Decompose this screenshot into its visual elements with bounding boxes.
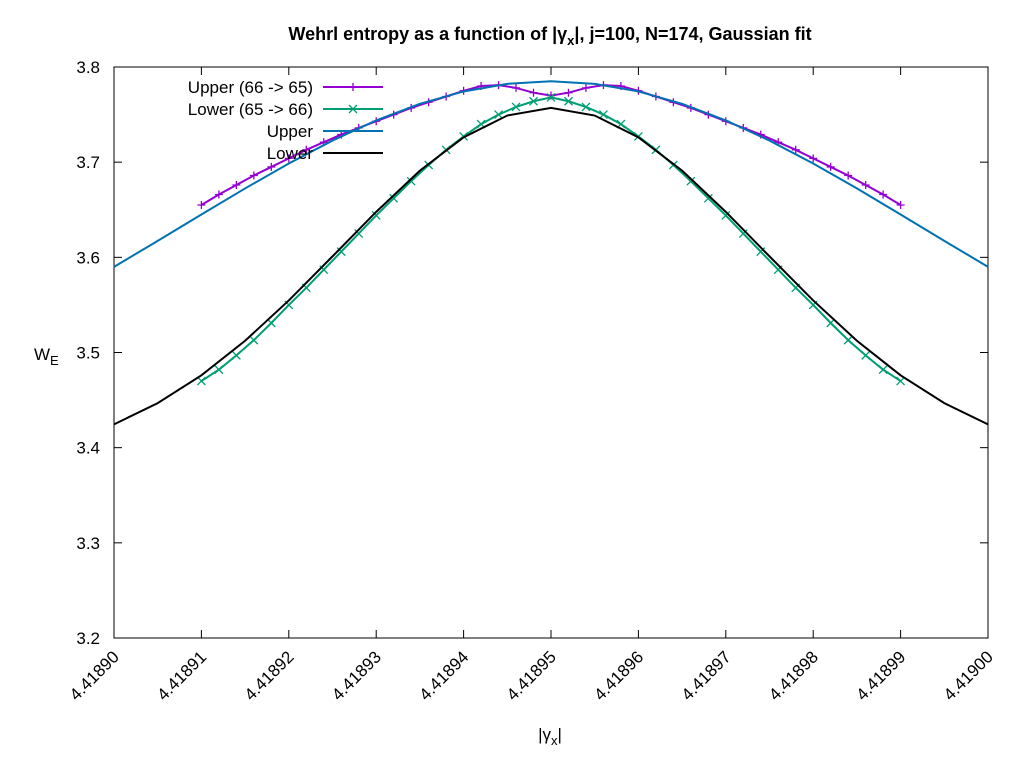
data-point (249, 335, 259, 345)
data-point (214, 190, 223, 199)
x-tick-label: 4.41891 (153, 647, 210, 704)
data-point (231, 350, 241, 360)
x-tick-label: 4.41895 (503, 647, 560, 704)
x-tick-label: 4.41893 (328, 647, 385, 704)
xlabel-part: |γ (538, 725, 551, 744)
xlabel-part: | (558, 725, 562, 744)
data-point (371, 211, 381, 220)
ylabel-part: W (34, 345, 50, 364)
xlabel-sub: x (551, 733, 558, 748)
x-tick-label: 4.41892 (241, 647, 298, 704)
y-tick-label: 3.4 (76, 439, 100, 458)
data-point (512, 83, 521, 92)
x-tick-label: 4.41890 (66, 647, 123, 704)
data-point (896, 200, 905, 209)
data-point (686, 176, 696, 186)
data-point (197, 200, 206, 209)
data-point (494, 110, 504, 120)
data-point (529, 88, 538, 97)
data-point (302, 145, 311, 154)
title-part: Wehrl entropy as a function of |γ (288, 24, 567, 44)
y-tick-label: 3.5 (76, 344, 100, 363)
data-point (703, 193, 713, 203)
x-tick-label: 4.41896 (590, 647, 647, 704)
data-point (406, 176, 416, 186)
data-point (738, 229, 748, 239)
ylabel-sub: E (50, 353, 59, 368)
title-sub: x (567, 33, 575, 48)
legend-label: Upper (267, 122, 314, 141)
data-point (581, 83, 590, 92)
data-point (267, 162, 276, 171)
plot-frame (113, 66, 989, 639)
x-tick-label: 4.41899 (853, 647, 910, 704)
data-point (196, 376, 206, 386)
y-tick-label: 3.8 (76, 58, 100, 77)
data-point (826, 162, 835, 171)
data-point (354, 229, 364, 239)
y-axis-label: WE (34, 345, 59, 368)
x-tick-label: 4.41898 (765, 647, 822, 704)
data-point (511, 102, 521, 112)
legend-label: Lower (267, 144, 314, 163)
legend-marker (349, 83, 357, 91)
legend-label: Lower (65 -> 66) (188, 100, 313, 119)
data-point (284, 154, 293, 163)
data-point (721, 211, 731, 220)
data-point (529, 96, 538, 106)
x-tick-label: 4.41900 (940, 647, 997, 704)
title-part: |, j=100, N=174, Gaussian fit (574, 24, 811, 44)
data-point (232, 181, 241, 190)
data-point (249, 171, 258, 180)
data-point (861, 181, 870, 190)
x-tick-label: 4.41894 (416, 647, 473, 704)
x-tick-label: 4.41897 (678, 647, 735, 704)
data-point (843, 335, 853, 345)
data-point (546, 92, 556, 102)
chart-title: Wehrl entropy as a function of |γx|, j=1… (288, 24, 811, 48)
data-point (581, 102, 591, 112)
data-point (564, 96, 573, 106)
legend-label: Upper (66 -> 65) (188, 78, 313, 97)
y-tick-label: 3.2 (76, 629, 100, 648)
data-point (791, 145, 800, 154)
data-point (879, 190, 888, 199)
data-point (861, 350, 871, 360)
series-line (113, 106, 989, 426)
y-tick-label: 3.7 (76, 153, 100, 172)
data-point (389, 193, 399, 203)
data-point (878, 365, 888, 375)
data-point (809, 154, 818, 163)
y-tick-label: 3.3 (76, 534, 100, 553)
series-line (113, 80, 989, 268)
data-point (564, 88, 573, 97)
data-point (598, 110, 608, 120)
data-point (214, 365, 224, 375)
data-point (844, 171, 853, 180)
y-tick-label: 3.6 (76, 248, 100, 267)
legend-marker (348, 104, 358, 114)
x-axis-label: |γx| (538, 725, 562, 748)
data-point (896, 376, 906, 386)
